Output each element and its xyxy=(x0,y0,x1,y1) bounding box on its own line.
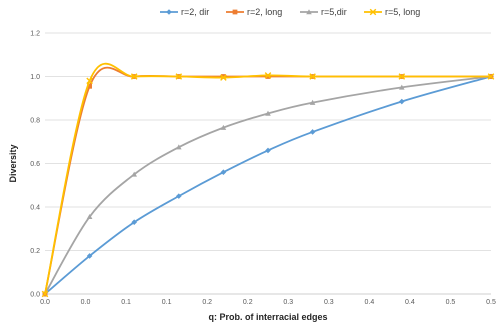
legend-label: r=5, long xyxy=(385,7,420,17)
x-tick-label: 0.4 xyxy=(405,299,415,306)
x-tick-label: 0.0 xyxy=(81,299,91,306)
legend-item: r=5, long xyxy=(364,7,420,17)
y-tick-label: 0.4 xyxy=(30,205,40,212)
data-point xyxy=(176,193,182,199)
data-point xyxy=(487,73,495,80)
series-3 xyxy=(41,62,495,298)
y-tick-label: 0.2 xyxy=(30,248,40,255)
legend-marker xyxy=(369,8,377,16)
data-point xyxy=(265,74,271,79)
data-point xyxy=(309,129,316,135)
legend: r=2, dir r=2, long r=5,dir r=5, long xyxy=(160,7,420,17)
y-tick-label: 1.2 xyxy=(30,31,40,38)
x-tick-label: 0.5 xyxy=(486,299,496,306)
x-tick-label: 0.3 xyxy=(324,299,334,306)
data-point xyxy=(264,72,272,79)
data-point xyxy=(265,110,271,116)
data-point xyxy=(175,73,183,80)
data-point xyxy=(265,147,271,154)
y-axis-title: Diversity xyxy=(8,144,18,182)
x-tick-label: 0.3 xyxy=(283,299,293,306)
data-point xyxy=(86,77,93,85)
data-point xyxy=(220,74,227,81)
data-point xyxy=(41,290,49,298)
legend-marker xyxy=(306,9,312,15)
data-point xyxy=(220,169,227,175)
data-point xyxy=(176,144,182,150)
legend-item: r=5,dir xyxy=(300,7,347,17)
series-line xyxy=(44,62,491,295)
y-tick-label: 0.6 xyxy=(30,161,40,168)
legend-label: r=5,dir xyxy=(321,7,347,17)
data-point xyxy=(87,83,92,89)
data-point xyxy=(86,213,93,220)
data-point xyxy=(130,73,138,80)
x-axis-tick-labels: 0.0 0.0 0.1 0.1 0.2 0.2 0.3 0.3 0.4 0.4 0.5 0.5 xyxy=(40,299,496,306)
y-axis-tick-labels: 0.0 0.2 0.4 0.6 0.8 1.0 1.2 xyxy=(30,31,40,299)
x-axis-title: q: Prob. of interracial edges xyxy=(208,312,327,322)
data-point xyxy=(221,74,226,79)
data-point xyxy=(399,84,405,90)
data-point xyxy=(220,124,227,130)
data-point xyxy=(86,253,93,259)
x-tick-label: 0.5 xyxy=(446,299,456,306)
data-point xyxy=(309,99,316,105)
data-point xyxy=(399,98,405,105)
legend-item: r=2, long xyxy=(226,7,282,17)
legend-label: r=2, dir xyxy=(181,7,209,17)
x-tick-label: 0.0 xyxy=(40,299,50,306)
series-layer xyxy=(41,62,495,298)
legend-item: r=2, dir xyxy=(160,7,209,17)
x-tick-label: 0.1 xyxy=(121,299,131,306)
x-tick-label: 0.4 xyxy=(364,299,374,306)
x-tick-label: 0.2 xyxy=(243,299,253,306)
y-tick-label: 1.0 xyxy=(30,74,40,81)
y-tick-label: 0.8 xyxy=(30,118,40,125)
data-point xyxy=(398,73,406,80)
x-tick-label: 0.2 xyxy=(202,299,212,306)
data-point xyxy=(309,73,316,80)
legend-marker xyxy=(166,9,172,15)
series-line xyxy=(44,75,492,295)
x-tick-label: 0.1 xyxy=(162,299,172,306)
legend-marker xyxy=(232,9,238,15)
data-point xyxy=(131,219,137,226)
y-tick-label: 0.0 xyxy=(30,292,40,299)
data-point xyxy=(131,171,137,177)
legend-label: r=2, long xyxy=(247,7,282,17)
